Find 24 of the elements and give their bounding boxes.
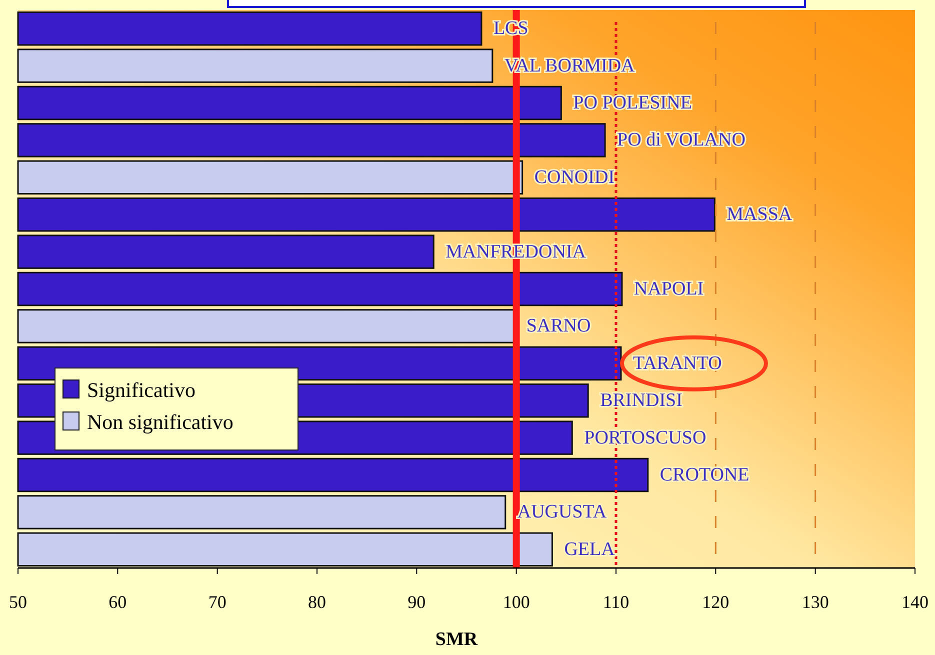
- y-tick-label: MASSA: [726, 204, 792, 226]
- x-tick-label: 60: [108, 592, 127, 612]
- x-tick-label: 90: [408, 592, 426, 612]
- x-tick-label: 110: [602, 592, 630, 612]
- y-tick-label: PO POLESINE: [573, 92, 692, 114]
- y-tick-label: BRINDISI: [600, 390, 682, 412]
- x-tick-label: 80: [308, 592, 326, 612]
- y-tick-label: PO di VOLANO: [617, 130, 746, 151]
- x-tick-label: 120: [702, 592, 730, 612]
- x-tick-label: 130: [802, 592, 829, 612]
- y-tick-label: GELA: [564, 538, 616, 560]
- x-tick-label: 50: [9, 592, 27, 612]
- x-tick-label: 70: [208, 592, 226, 612]
- y-tick-label: CROTONE: [660, 464, 750, 486]
- x-axis-title: SMR: [435, 629, 478, 650]
- x-tick-label: 100: [502, 592, 530, 612]
- legend-label: Non significativo: [87, 410, 234, 434]
- x-tick-label: 140: [902, 592, 928, 612]
- y-tick-label: NAPOLI: [634, 278, 704, 300]
- y-tick-label: TARANTO: [632, 352, 722, 374]
- legend-label: Significativo: [87, 378, 196, 402]
- y-tick-label: PORTOSCUSO: [584, 427, 706, 448]
- y-tick-label: CONOIDI: [534, 166, 615, 188]
- y-tick-label: SARNO: [526, 316, 591, 337]
